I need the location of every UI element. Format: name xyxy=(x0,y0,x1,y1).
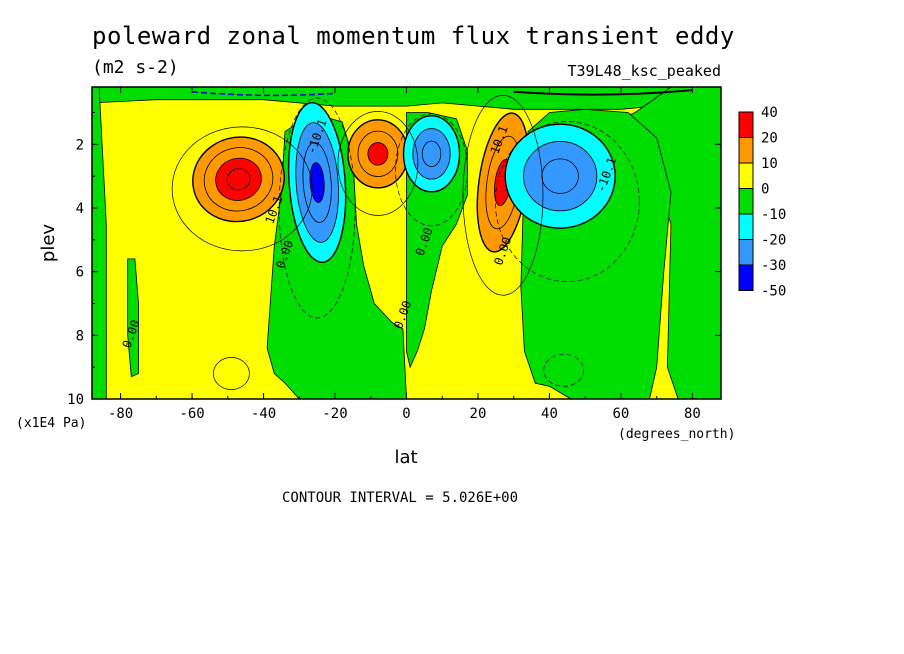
x-tick-label: 0 xyxy=(402,406,410,422)
legend-label: -50 xyxy=(761,284,786,300)
legend-swatch xyxy=(738,239,754,266)
legend-swatch xyxy=(738,213,754,240)
contour-line xyxy=(513,89,693,96)
x-tick-label: -80 xyxy=(108,406,133,422)
negative-field-region xyxy=(92,87,721,110)
legend-label: 20 xyxy=(761,131,778,147)
legend-swatch xyxy=(738,111,754,138)
x-axis-title: lat xyxy=(394,447,417,468)
y-units-label: (x1E4 Pa) xyxy=(16,416,87,431)
contour-line xyxy=(543,353,585,387)
negative-field-region xyxy=(127,258,139,378)
negative-field-region xyxy=(92,87,107,399)
legend-label: 40 xyxy=(761,105,778,121)
legend-swatch xyxy=(738,264,754,291)
y-tick-label: 2 xyxy=(76,137,84,153)
legend-swatch xyxy=(738,162,754,189)
experiment-label: T39L48_ksc_peaked xyxy=(567,62,721,80)
legend-label: 10 xyxy=(761,156,778,172)
contour-ring xyxy=(367,142,389,166)
x-tick-label: 80 xyxy=(684,406,701,422)
x-tick-label: -60 xyxy=(179,406,204,422)
contour-line xyxy=(462,94,544,296)
x-units-label: (degrees_north) xyxy=(618,427,736,442)
contour-line-negative xyxy=(395,113,468,227)
legend-label: 0 xyxy=(761,182,769,198)
legend-label: -20 xyxy=(761,233,786,249)
x-tick-label: 40 xyxy=(541,406,558,422)
legend-label: -10 xyxy=(761,207,786,223)
y-tick-label: 6 xyxy=(76,265,84,281)
y-tick-label: 10 xyxy=(67,392,84,408)
legend-swatch xyxy=(738,188,754,215)
x-tick-label: 60 xyxy=(613,406,630,422)
y-tick-label: 8 xyxy=(76,328,84,344)
chart-title: poleward zonal momentum flux transient e… xyxy=(92,22,735,50)
x-tick-label: 20 xyxy=(470,406,487,422)
contour-ring xyxy=(309,162,325,203)
contour-line-negative xyxy=(278,97,356,319)
legend-label: -30 xyxy=(761,258,786,274)
x-tick-label: -20 xyxy=(322,406,347,422)
y-axis-title: plev xyxy=(38,224,59,263)
contour-ring xyxy=(421,140,442,167)
y-tick-label: 4 xyxy=(76,201,84,217)
legend-swatch xyxy=(738,137,754,164)
contour-line-negative xyxy=(192,91,336,97)
contour-interval-label: CONTOUR INTERVAL = 5.026E+00 xyxy=(282,490,519,506)
contour-line-negative xyxy=(494,121,640,282)
contour-ring xyxy=(541,158,579,194)
contour-line xyxy=(213,357,250,390)
chart-units: (m2 s-2) xyxy=(92,57,179,78)
contour-ring xyxy=(226,168,251,191)
contour-line xyxy=(337,111,419,216)
x-tick-label: -40 xyxy=(251,406,276,422)
contour-line xyxy=(171,126,313,252)
